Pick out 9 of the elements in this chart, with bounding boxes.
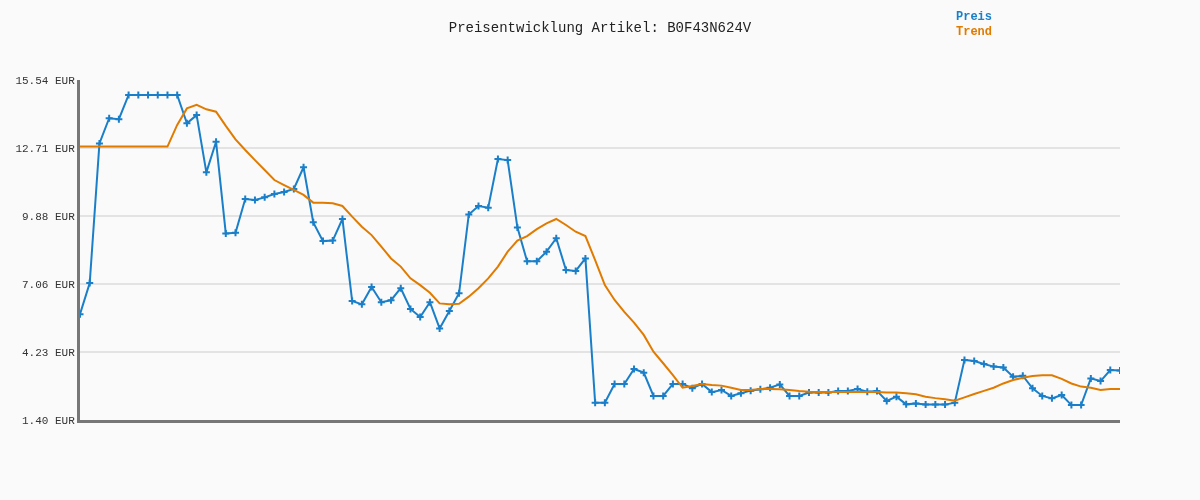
y-tick-label: 9.88 EUR <box>21 210 76 223</box>
y-tick-label: 4.23 EUR <box>21 346 76 359</box>
chart-title: Preisentwicklung Artikel: B0F43N624V <box>448 20 752 37</box>
y-tick-label: 7.06 EUR <box>21 278 76 291</box>
y-tick-label: 1.40 EUR <box>21 414 76 427</box>
y-tick-label: 15.54 EUR <box>15 74 76 87</box>
y-tick-label: 12.71 EUR <box>15 142 76 155</box>
text: Preis <box>956 10 993 24</box>
text: Trend <box>956 25 993 39</box>
